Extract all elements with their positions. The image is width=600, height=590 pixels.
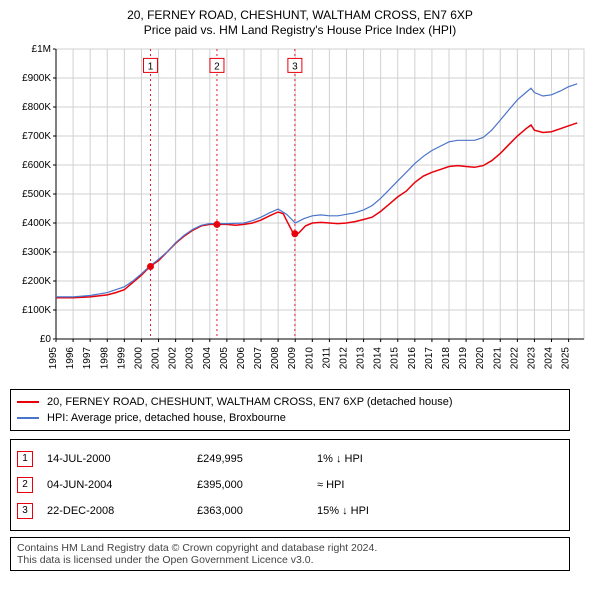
- svg-text:£600K: £600K: [22, 160, 51, 171]
- sale-marker-2: 2: [17, 477, 33, 493]
- legend-label: 20, FERNEY ROAD, CHESHUNT, WALTHAM CROSS…: [47, 396, 453, 408]
- chart-title-line1: 20, FERNEY ROAD, CHESHUNT, WALTHAM CROSS…: [10, 8, 590, 22]
- svg-text:2002: 2002: [168, 347, 179, 370]
- sale-date: 14-JUL-2000: [47, 453, 197, 465]
- svg-text:2005: 2005: [219, 347, 230, 370]
- svg-text:2016: 2016: [407, 347, 418, 370]
- svg-text:2024: 2024: [544, 347, 555, 370]
- svg-text:£500K: £500K: [22, 189, 51, 200]
- sale-marker-3: 3: [17, 503, 33, 519]
- svg-text:£100K: £100K: [22, 305, 51, 316]
- sale-price: £249,995: [197, 453, 317, 465]
- svg-text:1996: 1996: [65, 347, 76, 370]
- attribution-line1: Contains HM Land Registry data © Crown c…: [17, 542, 563, 554]
- attribution-line2: This data is licensed under the Open Gov…: [17, 554, 563, 566]
- svg-text:2013: 2013: [356, 347, 367, 370]
- svg-text:£900K: £900K: [22, 73, 51, 84]
- sale-hpi-note: 15% ↓ HPI: [317, 505, 437, 517]
- sale-price: £395,000: [197, 479, 317, 491]
- svg-text:2007: 2007: [253, 347, 264, 370]
- svg-text:2000: 2000: [133, 347, 144, 370]
- sale-marker-1: 1: [17, 451, 33, 467]
- svg-text:2015: 2015: [390, 347, 401, 370]
- sales-box: 1 14-JUL-2000 £249,995 1% ↓ HPI 2 04-JUN…: [10, 439, 570, 531]
- svg-text:2023: 2023: [526, 347, 537, 370]
- svg-text:£800K: £800K: [22, 102, 51, 113]
- svg-text:2003: 2003: [185, 347, 196, 370]
- svg-text:£300K: £300K: [22, 247, 51, 258]
- sale-price: £363,000: [197, 505, 317, 517]
- svg-text:2018: 2018: [441, 347, 452, 370]
- svg-text:2011: 2011: [321, 347, 332, 369]
- sale-hpi-note: ≈ HPI: [317, 479, 437, 491]
- legend-swatch: [17, 401, 39, 403]
- chart-plot: £0 £100K £200K £300K £400K £500K £600K £700K £80…: [10, 43, 590, 383]
- svg-text:2022: 2022: [509, 347, 520, 370]
- svg-text:2017: 2017: [424, 347, 435, 370]
- svg-text:2025: 2025: [561, 347, 572, 370]
- svg-text:£700K: £700K: [22, 131, 51, 142]
- svg-text:£0: £0: [40, 334, 52, 345]
- legend-row: 20, FERNEY ROAD, CHESHUNT, WALTHAM CROSS…: [17, 394, 563, 410]
- svg-text:£200K: £200K: [22, 276, 51, 287]
- sale-date: 04-JUN-2004: [47, 479, 197, 491]
- svg-text:2: 2: [214, 61, 220, 72]
- svg-text:2008: 2008: [270, 347, 281, 370]
- chart-container: 20, FERNEY ROAD, CHESHUNT, WALTHAM CROSS…: [0, 0, 600, 581]
- sale-date: 22-DEC-2008: [47, 505, 197, 517]
- svg-text:1997: 1997: [82, 347, 93, 370]
- legend-box: 20, FERNEY ROAD, CHESHUNT, WALTHAM CROSS…: [10, 389, 570, 431]
- sale-row: 1 14-JUL-2000 £249,995 1% ↓ HPI: [17, 446, 563, 472]
- sale-row: 2 04-JUN-2004 £395,000 ≈ HPI: [17, 472, 563, 498]
- svg-text:1999: 1999: [116, 347, 127, 370]
- svg-text:2014: 2014: [373, 347, 384, 370]
- svg-text:2001: 2001: [151, 347, 162, 370]
- svg-text:1995: 1995: [48, 347, 59, 370]
- sale-hpi-note: 1% ↓ HPI: [317, 453, 437, 465]
- svg-text:£1M: £1M: [32, 44, 51, 55]
- svg-text:3: 3: [292, 61, 298, 72]
- legend-label: HPI: Average price, detached house, Brox…: [47, 412, 286, 424]
- svg-text:2006: 2006: [236, 347, 247, 370]
- svg-text:2010: 2010: [304, 347, 315, 370]
- sale-row: 3 22-DEC-2008 £363,000 15% ↓ HPI: [17, 498, 563, 524]
- svg-text:2004: 2004: [202, 347, 213, 370]
- svg-text:1: 1: [148, 61, 154, 72]
- svg-text:2009: 2009: [287, 347, 298, 370]
- chart-title-line2: Price paid vs. HM Land Registry's House …: [10, 23, 590, 37]
- svg-text:2012: 2012: [338, 347, 349, 370]
- legend-row: HPI: Average price, detached house, Brox…: [17, 410, 563, 426]
- legend-swatch: [17, 417, 39, 419]
- svg-text:2019: 2019: [458, 347, 469, 370]
- svg-text:1998: 1998: [99, 347, 110, 370]
- svg-text:£400K: £400K: [22, 218, 51, 229]
- attribution-box: Contains HM Land Registry data © Crown c…: [10, 537, 570, 571]
- svg-text:2021: 2021: [492, 347, 503, 370]
- svg-text:2020: 2020: [475, 347, 486, 370]
